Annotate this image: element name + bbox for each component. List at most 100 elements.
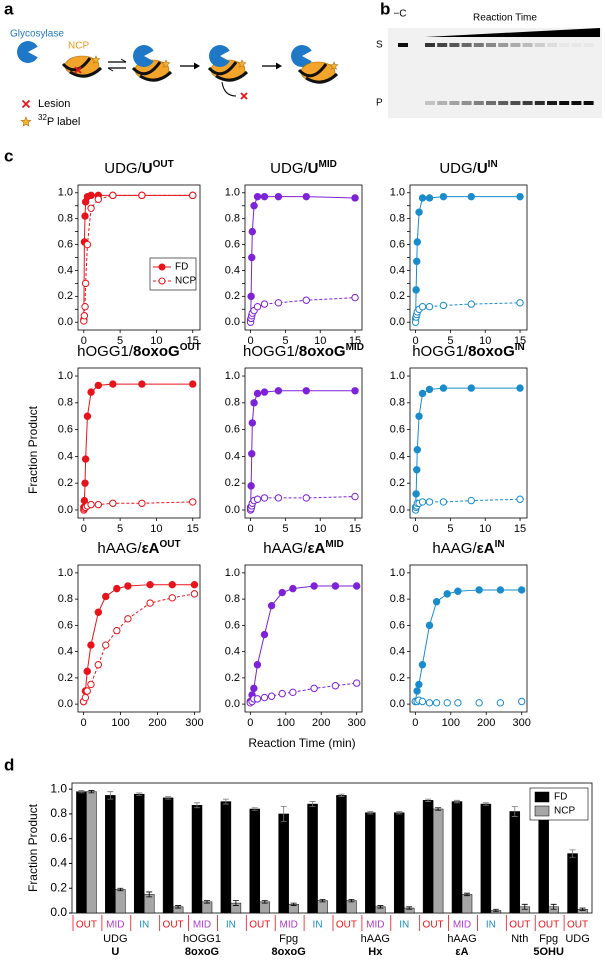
bar xyxy=(191,805,203,914)
data-point xyxy=(496,586,505,594)
series-line xyxy=(83,194,193,320)
title-prefix: UDG/ xyxy=(270,160,308,177)
x-tick-label: 0 xyxy=(412,717,418,729)
gel-band xyxy=(498,43,509,47)
bar xyxy=(86,791,97,914)
x-tick-label: 0 xyxy=(413,335,419,347)
bar xyxy=(365,812,376,914)
error-bar xyxy=(377,905,384,909)
data-point xyxy=(138,191,146,200)
error-bar xyxy=(579,907,586,911)
data-point xyxy=(274,192,283,201)
data-point xyxy=(331,682,340,690)
data-point xyxy=(267,692,276,700)
bar xyxy=(307,803,318,914)
y-tick-label: 0.2 xyxy=(225,672,240,684)
data-point xyxy=(516,192,524,201)
data-point xyxy=(415,208,423,216)
title-position: MID xyxy=(325,539,343,550)
data-point xyxy=(83,240,92,249)
x-tick-label: 10 xyxy=(150,335,162,347)
y-tick-label: 0.2 xyxy=(390,477,405,489)
chart-title: hOGG1/8oxoGMID xyxy=(243,342,364,360)
gel-band xyxy=(473,43,484,47)
y-tick-label: 0.0 xyxy=(58,504,73,516)
data-point xyxy=(467,192,475,201)
x-tick-label: 5 xyxy=(117,523,123,535)
error-bar xyxy=(165,796,172,800)
data-point xyxy=(516,299,524,307)
data-point xyxy=(413,687,421,695)
plot-frame xyxy=(244,564,363,713)
error-bar xyxy=(406,906,413,910)
chart-title: UDG/UOUT xyxy=(104,159,173,177)
data-point xyxy=(413,238,422,246)
category-label: IN xyxy=(226,920,236,931)
glycosylase xyxy=(209,44,230,68)
category-label: OUT xyxy=(567,920,588,931)
error-bar xyxy=(261,900,268,904)
plot-frame xyxy=(77,367,201,519)
y-tick-label: 0.6 xyxy=(50,831,67,845)
data-point xyxy=(439,384,448,392)
data-point xyxy=(467,300,475,308)
chart-title: hAAG/εAOUT xyxy=(97,539,180,557)
bar xyxy=(432,808,444,914)
gel-band xyxy=(461,101,472,105)
legend-swatch xyxy=(534,791,550,803)
series-line xyxy=(250,196,356,320)
glycosylase xyxy=(291,44,312,68)
title-prefix: hOGG1/ xyxy=(77,343,134,360)
x-tick-label: 0 xyxy=(247,717,253,729)
y-tick-label: 0.4 xyxy=(390,264,405,276)
data-point xyxy=(439,192,448,201)
data-point xyxy=(274,494,283,502)
x-tick-label: 10 xyxy=(314,335,326,347)
x-tick-label: 0 xyxy=(413,523,419,535)
y-tick-label: 0.6 xyxy=(225,619,240,631)
x-tick-label: 100 xyxy=(111,717,129,729)
chart-title: UDG/UMID xyxy=(270,159,337,177)
label-star xyxy=(161,59,171,68)
error-bar xyxy=(338,793,345,798)
legend-label: FD xyxy=(554,792,567,803)
error-bar xyxy=(136,792,143,796)
data-point xyxy=(94,661,103,669)
bar xyxy=(317,900,328,914)
data-point xyxy=(81,279,90,288)
gel-band xyxy=(571,43,582,47)
y-tick-label: 1.0 xyxy=(390,567,405,579)
error-bar xyxy=(88,790,95,794)
error-bar xyxy=(425,798,432,802)
data-point xyxy=(250,202,258,210)
gel-band xyxy=(559,101,570,105)
y-tick-label: 0.8 xyxy=(390,213,405,225)
error-bar xyxy=(454,799,460,804)
y-tick-label: 0.2 xyxy=(50,880,67,894)
time-label: Reaction Time xyxy=(473,13,537,24)
series-line xyxy=(414,589,522,702)
data-point xyxy=(80,312,89,320)
data-point xyxy=(138,499,146,507)
data-point xyxy=(87,500,95,509)
bar xyxy=(249,808,261,914)
bar xyxy=(115,889,126,914)
eq-head xyxy=(120,58,127,63)
x-tick-label: 0 xyxy=(81,523,87,535)
category-label: IN xyxy=(139,920,149,931)
y-tick-label: 0.2 xyxy=(390,290,405,302)
y-tick-label: 0.4 xyxy=(390,450,405,462)
data-point xyxy=(102,641,110,649)
enzyme-label: hAAG xyxy=(447,933,476,945)
gel-band xyxy=(461,43,472,47)
title-lesion: U xyxy=(308,160,319,177)
error-bar xyxy=(204,900,210,904)
y-tick-label: 0.6 xyxy=(58,238,73,250)
x-tick-label: 200 xyxy=(312,717,330,729)
category-label: MID xyxy=(453,920,471,931)
enzyme-label: UDG xyxy=(103,933,127,945)
data-point xyxy=(432,699,441,707)
legend-label: NCP xyxy=(175,276,196,287)
data-point xyxy=(425,621,434,630)
data-point xyxy=(302,296,310,304)
